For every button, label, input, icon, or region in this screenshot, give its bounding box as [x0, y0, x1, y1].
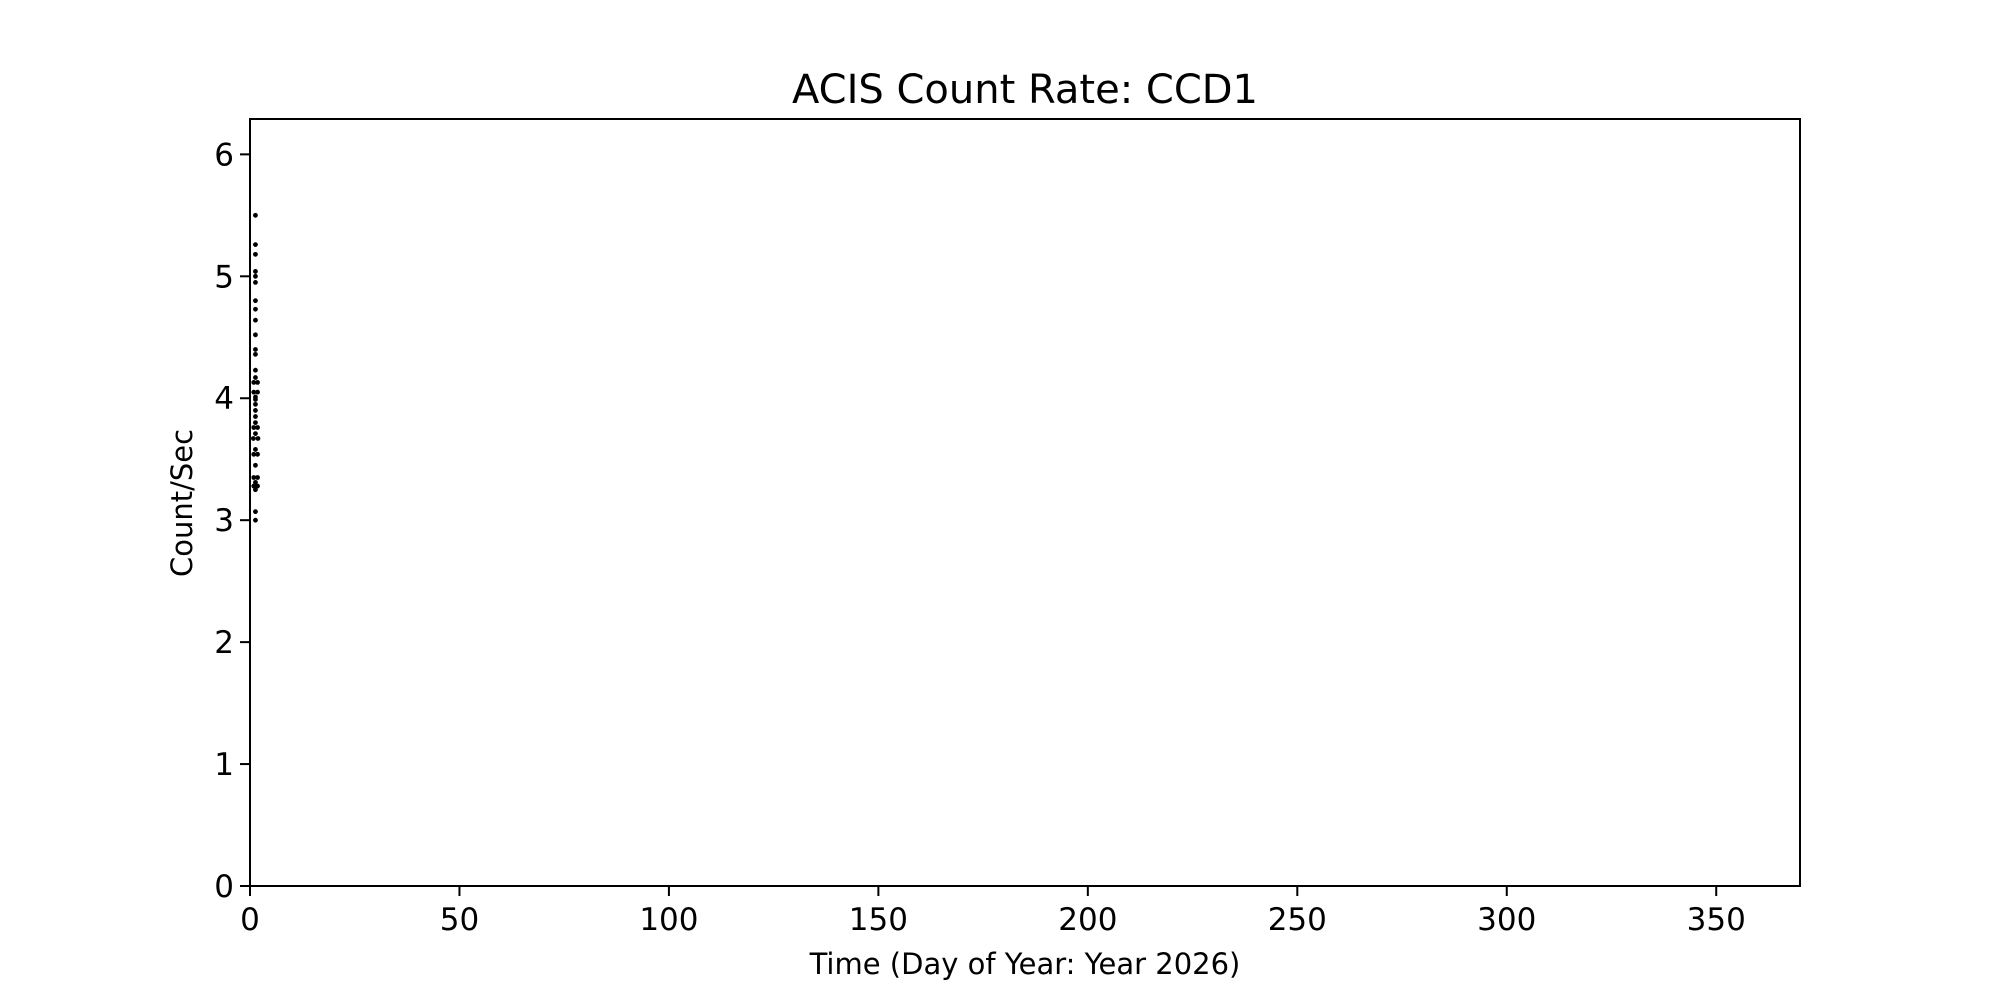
- data-point: [251, 483, 257, 489]
- y-tick-label: 0: [214, 869, 234, 905]
- data-point: [255, 389, 260, 395]
- x-tick-label: 300: [1477, 902, 1536, 938]
- data-point: [253, 431, 258, 437]
- y-tick-label: 2: [214, 625, 234, 661]
- x-axis-label: Time (Day of Year: Year 2026): [809, 947, 1241, 981]
- data-points: [250, 212, 261, 523]
- data-point: [253, 462, 258, 468]
- x-axis-ticks: 0 50 100 150 200 250 300 350: [240, 886, 1746, 938]
- y-tick-label: 6: [214, 137, 234, 173]
- data-point: [253, 517, 258, 523]
- data-point: [253, 509, 258, 515]
- data-point: [253, 212, 258, 218]
- data-point: [255, 425, 260, 430]
- y-tick-label: 1: [214, 747, 234, 783]
- data-point: [251, 425, 257, 430]
- data-point: [253, 414, 258, 419]
- plot-area-border: [249, 118, 1801, 887]
- y-axis-ticks: 0 1 2 3 4 5 6: [214, 137, 250, 905]
- data-point: [253, 420, 258, 426]
- x-tick-label: 250: [1268, 902, 1327, 938]
- data-point: [251, 451, 257, 457]
- data-point: [255, 475, 260, 480]
- data-point: [253, 479, 258, 485]
- y-axis-label: Count/Sec: [165, 429, 199, 577]
- data-point: [255, 379, 260, 385]
- data-point: [253, 269, 258, 274]
- data-point: [251, 475, 257, 480]
- data-point: [253, 242, 258, 247]
- data-point: [253, 306, 258, 312]
- data-point: [253, 447, 258, 452]
- x-tick-label: 100: [639, 902, 698, 938]
- data-point: [253, 298, 258, 304]
- y-tick-label: 4: [214, 381, 234, 417]
- data-point: [251, 379, 257, 385]
- y-tick-label: 3: [214, 503, 234, 539]
- data-point: [253, 408, 258, 413]
- data-point: [250, 436, 256, 441]
- x-tick-label: 150: [849, 902, 908, 938]
- data-point: [255, 451, 260, 457]
- data-point: [253, 401, 258, 407]
- data-point: [253, 487, 258, 493]
- data-point: [253, 397, 258, 402]
- x-tick-label: 350: [1687, 902, 1746, 938]
- data-point: [253, 317, 258, 323]
- data-point: [253, 351, 258, 357]
- data-point: [253, 251, 258, 257]
- data-point: [253, 347, 258, 352]
- data-point: [253, 273, 258, 279]
- data-point: [251, 389, 257, 395]
- data-point: [253, 332, 258, 338]
- chart-title: ACIS Count Rate: CCD1: [792, 67, 1258, 113]
- y-tick-label: 5: [214, 259, 234, 295]
- data-point: [255, 436, 261, 441]
- x-tick-label: 200: [1058, 902, 1117, 938]
- data-point: [253, 375, 258, 380]
- data-point: [253, 367, 258, 373]
- x-tick-label: 50: [440, 902, 479, 938]
- data-point: [253, 279, 258, 285]
- data-point: [255, 483, 260, 489]
- x-tick-label: 0: [240, 902, 260, 938]
